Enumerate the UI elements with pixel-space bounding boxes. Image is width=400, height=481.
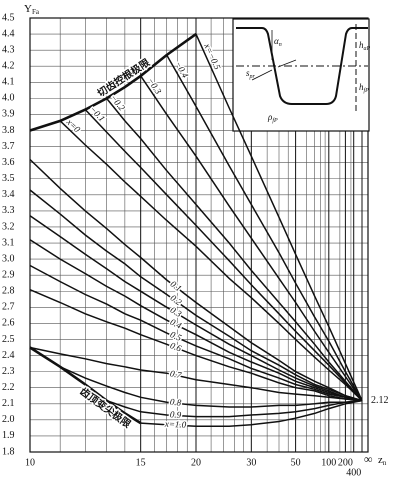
inset-label-main: h: [359, 82, 364, 92]
y-tick-label: 2.2: [2, 382, 15, 393]
inset-label: ρfP: [267, 112, 278, 124]
limit-curve: [29, 33, 197, 132]
y-tick-label: 4.0: [2, 93, 15, 104]
spr-arrow: [251, 59, 297, 81]
inset-label-main: α: [274, 36, 279, 46]
y-axis-label-main: Y: [24, 3, 32, 15]
y-axis-label-sub: Fa: [32, 8, 40, 16]
series-label: 0.9: [170, 409, 182, 420]
y-axis-label: YFa: [24, 3, 40, 16]
y-tick-label: 2.1: [2, 398, 15, 409]
series-label: −0.2: [108, 93, 127, 113]
y-tick-label: 2.0: [2, 414, 15, 425]
series-line: [29, 239, 363, 402]
inset-label: αn: [274, 36, 282, 48]
x-tick-label: 30: [246, 457, 256, 468]
y-tick-label: 2.8: [2, 286, 15, 297]
series-line: [29, 215, 363, 402]
y-tick-label: 3.2: [2, 221, 15, 232]
x-tick-label: 200: [338, 457, 353, 468]
inset-label-main: s: [246, 68, 250, 78]
series-line: [29, 346, 363, 402]
y-tick-label: 2.4: [2, 350, 15, 361]
series-label: x=−0.5: [202, 41, 223, 71]
inset-label-sub: fP: [364, 87, 370, 94]
convergence-label: 2.12: [371, 395, 389, 406]
rack-profile: [236, 27, 368, 105]
y-tick-label: 2.6: [2, 318, 15, 329]
y-tick-label: 3.5: [2, 173, 15, 184]
inset-label: hfP: [359, 82, 369, 94]
y-tick-label: 2.5: [2, 334, 15, 345]
y-tick-label: 3.4: [2, 189, 15, 200]
series-line: [140, 399, 363, 428]
y-tick-label: 3.1: [2, 237, 15, 248]
y-tick-label: 3.7: [2, 141, 15, 152]
y-tick-label: 4.1: [2, 77, 15, 88]
y-tick-label: 1.9: [2, 430, 15, 441]
series-label: 0.7: [169, 368, 183, 380]
y-tick-label: 4.3: [2, 44, 15, 55]
series-line: [195, 33, 363, 401]
x-tick-label: 100: [321, 457, 336, 468]
y-tick-label: 3.9: [2, 109, 15, 120]
limit-label: 切齿控根极限: [95, 55, 153, 99]
x-tick-label: 50: [291, 457, 301, 468]
series-line: [29, 264, 363, 402]
series-line: [59, 120, 363, 402]
plot-frame: [29, 17, 369, 453]
inset-label-sub: aP: [364, 46, 371, 52]
x-tick-label: 10: [25, 457, 35, 468]
inset-label-sub: pr: [249, 74, 256, 80]
inset-label-main: h: [359, 40, 364, 50]
inset-label-sub: fP: [272, 117, 278, 124]
series-label: 0.6: [169, 340, 184, 354]
x-tick-label: 20: [191, 457, 201, 468]
series-label: 0.4: [169, 317, 184, 331]
inset-label: spr: [246, 68, 256, 80]
limit-curve: [29, 346, 142, 425]
series-label: −0.1: [88, 104, 107, 123]
y-tick-label: 2.7: [2, 302, 15, 313]
series-line: [106, 97, 363, 402]
series-line: [29, 158, 363, 402]
x-tick-label: 15: [136, 457, 146, 468]
series-line: [166, 54, 363, 401]
y-tick-label: 3.6: [2, 157, 15, 168]
x-tick-label: ∞: [364, 452, 373, 466]
series-line: [59, 366, 363, 408]
inset-label-sub: n: [279, 42, 282, 48]
y-tick-label: 3.0: [2, 253, 15, 264]
y-tick-label: 1.8: [2, 446, 15, 457]
series-label: 0.8: [169, 397, 182, 408]
y-tick-label: 2.3: [2, 366, 15, 377]
y-tick-label: 2.9: [2, 269, 15, 280]
y-tick-label: 4.5: [2, 12, 15, 23]
y-tick-label: 4.2: [2, 61, 15, 72]
series-line: [140, 75, 363, 402]
series-line: [29, 289, 363, 402]
y-tick-label: 3.8: [2, 125, 15, 136]
series-line: [84, 109, 363, 402]
x-axis-label: zn: [378, 454, 387, 467]
y-tick-label: 3.3: [2, 205, 15, 216]
y-tick-label: 4.4: [2, 28, 15, 39]
x-axis-label-sub: n: [383, 459, 387, 467]
inset-label: haP: [359, 40, 371, 52]
inset-label-main: ρ: [267, 112, 273, 122]
series-label: x=1.0: [164, 419, 187, 430]
x-axis-label-main: z: [378, 454, 383, 466]
x-tick-label: 400: [346, 467, 361, 478]
series-line: [106, 399, 363, 418]
series-line: [29, 189, 363, 402]
